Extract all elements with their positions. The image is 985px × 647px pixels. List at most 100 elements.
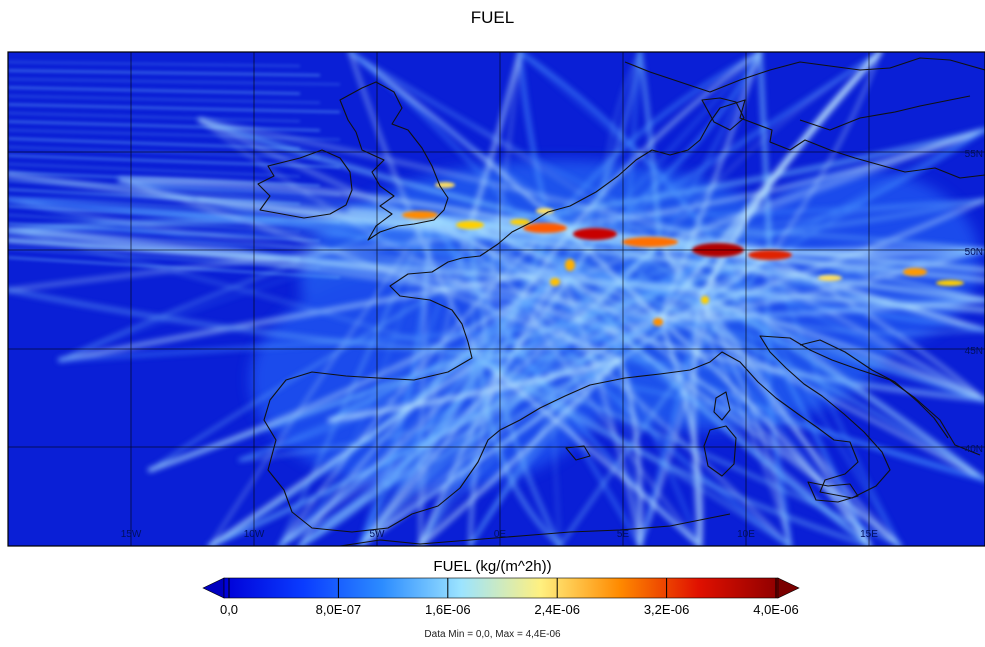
ocean-track xyxy=(8,61,301,67)
flight-route xyxy=(619,359,701,546)
flight-route xyxy=(428,213,872,546)
latitude-label: 45N xyxy=(965,346,983,357)
data-range-text: Data Min = 0,0, Max = 4,4E-06 xyxy=(424,629,561,640)
latitude-label: 55N xyxy=(965,149,983,160)
flight-route xyxy=(348,52,622,362)
flight-route xyxy=(479,52,521,361)
latitude-label: 40N xyxy=(965,444,983,455)
flight-route xyxy=(699,297,985,301)
trunk-route xyxy=(8,237,985,313)
flight-route xyxy=(149,227,551,471)
coastline-denmark xyxy=(701,97,745,131)
longitude-label: 10W xyxy=(244,529,265,540)
flight-route xyxy=(358,223,472,546)
colorbar-tick-label: 4,0E-06 xyxy=(753,602,799,617)
colorbar-tick-label: 2,4E-06 xyxy=(534,602,580,617)
flight-route xyxy=(618,128,985,362)
flight-route xyxy=(718,248,792,546)
flight-route xyxy=(298,358,482,546)
ocean-track xyxy=(8,163,301,178)
flight-route xyxy=(478,358,872,546)
flight-route xyxy=(478,52,762,362)
longitude-label: 5E xyxy=(617,529,630,540)
ocean-track xyxy=(8,256,341,279)
flight-route xyxy=(698,128,985,302)
hotspots xyxy=(402,182,964,326)
ocean-track xyxy=(8,146,321,159)
coastline-italy-east xyxy=(799,339,949,439)
coastline-ireland xyxy=(257,149,353,219)
coastline-sardinia xyxy=(703,425,737,477)
coastline-baltic xyxy=(799,95,971,131)
flight-route xyxy=(718,128,985,252)
longitude-label: 15E xyxy=(860,529,878,540)
ocean-track xyxy=(8,248,321,270)
ocean-track xyxy=(8,103,341,113)
ocean-track xyxy=(8,137,301,150)
flight-route xyxy=(478,358,792,546)
flight-route xyxy=(327,357,623,423)
flight-route xyxy=(617,357,985,403)
flight-route xyxy=(57,267,563,363)
flight-route xyxy=(238,358,622,462)
flight-route xyxy=(698,298,985,402)
flight-route xyxy=(558,268,985,332)
ocean-track xyxy=(8,112,301,123)
flight-route xyxy=(8,198,662,322)
flight-route xyxy=(358,268,562,546)
flight-route xyxy=(299,319,661,546)
flight-route xyxy=(117,177,553,231)
flight-route xyxy=(8,198,702,302)
colorbar-ticks xyxy=(228,578,777,598)
flight-route xyxy=(517,52,553,231)
coastline-scandinavia xyxy=(624,57,985,93)
map-title: FUEL xyxy=(470,8,515,27)
latitude-labels: 55N 50N 45N 40N xyxy=(965,149,983,455)
ocean-track xyxy=(8,154,341,169)
flight-route xyxy=(57,317,663,363)
flight-route xyxy=(278,358,622,546)
ocean-track xyxy=(8,78,341,86)
graticule xyxy=(8,52,985,546)
flight-route xyxy=(8,287,623,363)
flight-route xyxy=(698,298,872,546)
flight-route xyxy=(698,298,792,546)
flight-route xyxy=(198,118,622,362)
flight-route xyxy=(147,297,523,473)
ocean-track xyxy=(8,95,321,104)
flight-route xyxy=(467,52,523,228)
longitude-label: 10E xyxy=(737,529,755,540)
longitude-label: 5W xyxy=(370,529,386,540)
coastlines xyxy=(257,57,985,546)
flight-route xyxy=(358,358,482,546)
flight-route xyxy=(359,359,621,546)
latitude-label: 50N xyxy=(965,247,983,258)
colorbar-tick-label: 0,0 xyxy=(219,602,239,617)
flight-route xyxy=(328,358,482,422)
flight-route xyxy=(719,249,901,546)
colorbar-over-arrow xyxy=(777,577,800,599)
flight-route xyxy=(469,359,621,546)
coastline-sicily xyxy=(807,481,859,503)
ocean-track xyxy=(8,86,301,95)
flight-route xyxy=(278,213,432,546)
flight-route xyxy=(638,298,702,546)
flight-route xyxy=(417,357,623,546)
flight-route xyxy=(208,358,482,546)
colorbar-tick-label: 3,2E-06 xyxy=(643,602,690,617)
coastline-balearics xyxy=(565,445,591,461)
colorbar-title: FUEL (kg/(m^2h)) xyxy=(433,558,552,575)
colorbar-under-arrow xyxy=(202,577,225,599)
flight-route xyxy=(348,52,722,252)
coastline-great-britain xyxy=(339,81,449,241)
ocean-track xyxy=(8,120,321,132)
longitude-label: 0E xyxy=(494,529,507,540)
flight-route xyxy=(768,254,902,546)
colorbar-tick-label: 1,6E-06 xyxy=(425,602,471,617)
flight-route xyxy=(278,318,662,546)
flight-route xyxy=(618,52,642,362)
coastline-corsica xyxy=(713,391,731,421)
colorbar xyxy=(202,577,800,599)
longitude-labels: 15W 10W 5W 0E 5E 10E 15E xyxy=(121,529,879,540)
